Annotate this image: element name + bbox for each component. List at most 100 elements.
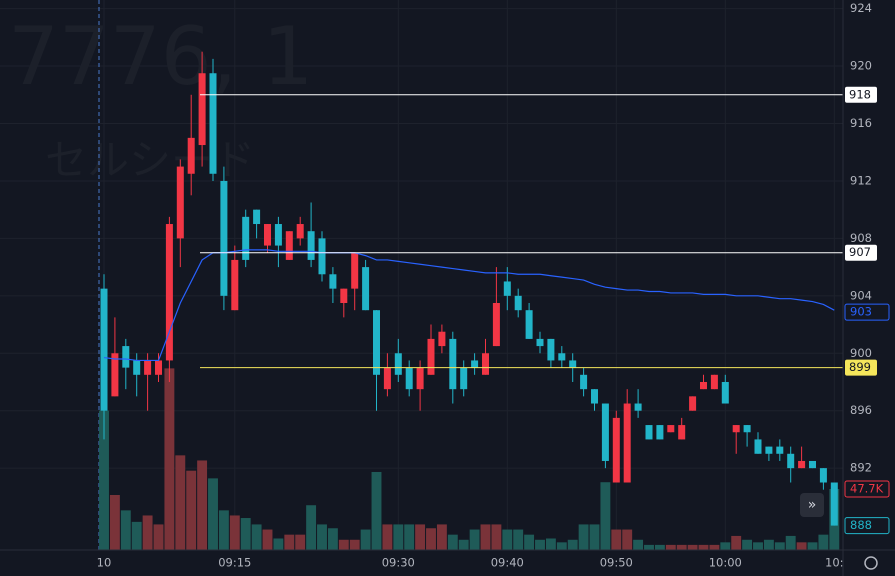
value-tag-label: 903 xyxy=(850,305,872,319)
y-tick-label: 896 xyxy=(850,403,872,417)
candle-body xyxy=(830,482,838,526)
volume-bar xyxy=(295,534,306,550)
volume-bar xyxy=(338,539,349,550)
volume-bar xyxy=(731,535,742,550)
candle-body xyxy=(373,310,380,375)
volume-bar xyxy=(535,539,545,550)
price-tag-label: 899 xyxy=(849,360,871,374)
volume-bar xyxy=(208,478,218,550)
volume-bar xyxy=(273,538,284,550)
value-tag-label: 888 xyxy=(850,518,872,532)
volume-bar xyxy=(218,510,229,550)
x-tick-label: 10 xyxy=(97,556,112,570)
volume-bar xyxy=(436,524,447,550)
y-tick-label: 916 xyxy=(850,116,872,130)
volume-bar xyxy=(360,529,371,550)
y-tick-label: 924 xyxy=(850,1,872,15)
candle-body xyxy=(427,338,435,375)
candle-body xyxy=(165,224,173,361)
volume-bar xyxy=(676,544,687,550)
candle-body xyxy=(460,367,468,390)
volume-bar xyxy=(469,529,480,550)
x-tick-label: 09:40 xyxy=(491,556,524,570)
x-tick-label: 09:30 xyxy=(382,556,415,570)
candle-body xyxy=(405,367,413,390)
scroll-button[interactable] xyxy=(800,493,824,517)
value-tag xyxy=(844,303,890,321)
price-tag-label: 918 xyxy=(849,87,871,101)
volume-bar xyxy=(349,539,360,550)
volume-bar xyxy=(153,524,164,550)
candle-body xyxy=(765,446,773,454)
price-tag xyxy=(845,359,877,376)
price-tag-label: 907 xyxy=(849,245,871,259)
volume-bar xyxy=(524,534,535,550)
scroll-icon[interactable]: » xyxy=(808,497,817,513)
value-tag xyxy=(844,480,890,498)
volume-bar xyxy=(186,470,197,550)
volume-bar xyxy=(818,534,829,550)
settings-icon[interactable] xyxy=(864,556,878,570)
x-tick-label: 09:50 xyxy=(600,556,633,570)
volume-bar xyxy=(447,534,458,550)
candle-body xyxy=(340,288,348,304)
candle-body xyxy=(274,224,282,246)
candle-body xyxy=(689,396,697,411)
y-tick-label: 908 xyxy=(850,231,872,245)
volume-bar xyxy=(763,539,774,550)
marks xyxy=(99,51,843,550)
volume-bar xyxy=(175,455,186,550)
candle-body xyxy=(285,231,293,260)
candle-body xyxy=(667,425,675,433)
volume-bar xyxy=(109,495,120,550)
volume-bar xyxy=(371,471,382,550)
candle-body xyxy=(318,238,326,275)
y-tick-label: 920 xyxy=(850,59,872,73)
volume-bar xyxy=(665,544,676,550)
volume-bar xyxy=(99,410,109,550)
volume-bar xyxy=(491,524,502,550)
volume-bar xyxy=(120,510,131,550)
candle-body xyxy=(591,389,598,404)
volume-bar xyxy=(644,544,654,550)
candle-body xyxy=(623,403,631,483)
volume-bar xyxy=(654,544,665,550)
candle-body xyxy=(482,353,489,375)
candle-body xyxy=(253,209,261,225)
x-tick-label: 10:00 xyxy=(709,556,742,570)
candle-body xyxy=(798,460,806,469)
candle-body xyxy=(645,425,653,440)
candle-body xyxy=(198,73,206,146)
candle-body xyxy=(144,360,152,375)
candle-body xyxy=(176,166,184,239)
candle-body xyxy=(503,281,511,296)
candle-body xyxy=(656,425,664,440)
candle-body xyxy=(231,259,239,311)
volume-bar xyxy=(720,542,731,550)
volume-bar xyxy=(545,538,556,550)
candle-body xyxy=(558,353,566,361)
candle-body xyxy=(601,403,609,461)
watermark-name: セルシード xyxy=(45,136,255,185)
volume-bar xyxy=(262,529,273,550)
volume-bar xyxy=(687,544,698,550)
volume-bar xyxy=(142,515,153,550)
volume-bar xyxy=(600,482,611,550)
candle-body xyxy=(383,367,391,390)
candle-body xyxy=(296,224,304,239)
candle-body xyxy=(416,367,424,390)
candle-body xyxy=(329,274,337,289)
candle-body xyxy=(580,374,588,390)
y-tick-label: 912 xyxy=(850,173,872,187)
candle-body xyxy=(307,231,315,260)
volume-bar xyxy=(622,529,633,550)
candle-body xyxy=(754,439,762,454)
watermark-symbol: 7776, 1 xyxy=(8,10,313,103)
candle-body xyxy=(187,137,195,174)
volume-bar xyxy=(229,515,240,550)
volume-bar xyxy=(317,524,327,550)
candle-body xyxy=(362,267,370,311)
volume-bar xyxy=(633,539,644,550)
